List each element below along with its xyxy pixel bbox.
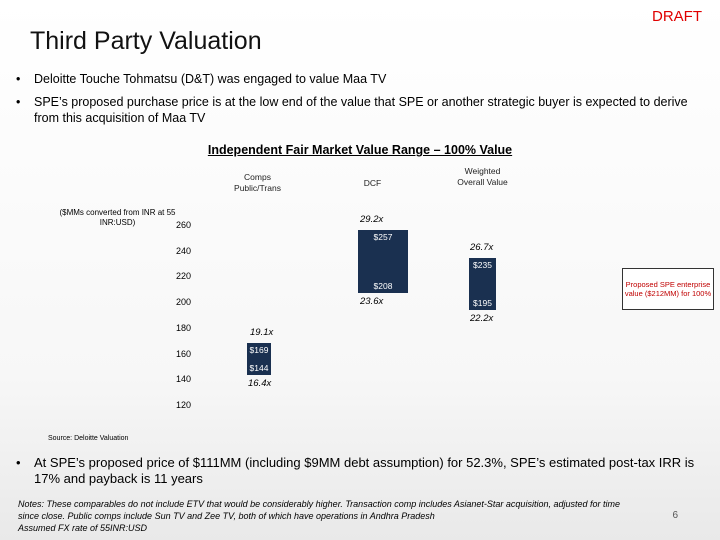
unit-label: ($MMs converted from INR at 55 INR:USD) [59, 208, 176, 227]
note-line: Assumed FX rate of 55INR:USD [18, 523, 148, 533]
y-tick-label: 180 [176, 322, 192, 333]
bar-value-label: $235 [473, 260, 492, 271]
notes: Notes: These comparables do not include … [18, 498, 698, 534]
bullet-dot: • [16, 95, 21, 109]
y-tick-label: 200 [176, 297, 192, 308]
range-bar [247, 343, 271, 376]
y-tick-label: 120 [176, 400, 192, 410]
proposed-value-callout: Proposed SPE enterprise value ($212MM) f… [622, 268, 714, 310]
range-bar [358, 229, 408, 293]
multiple-label: 23.6x [360, 295, 384, 307]
bullet-text: Deloitte Touche Tohmatsu (D&T) was engag… [34, 72, 387, 86]
column-header-weighted: Weighted Overall Value [457, 166, 508, 187]
y-tick-label: 220 [176, 271, 192, 282]
bullet-text: At SPE’s proposed price of $111MM (inclu… [34, 455, 695, 486]
bar-value-label: $169 [249, 345, 269, 355]
column-header-dcf: DCF [363, 178, 382, 188]
bar-value-label: $195 [473, 297, 492, 308]
y-tick-label: 240 [176, 245, 192, 256]
bullet-dot: • [16, 72, 21, 86]
y-tick-label: 160 [176, 348, 192, 359]
range-bar [469, 258, 496, 310]
bullet-text: SPE’s proposed purchase price is at the … [34, 95, 688, 125]
multiple-label: 16.4x [248, 378, 272, 390]
bar-value-label: $208 [373, 280, 393, 291]
bullet-item: • SPE’s proposed purchase price is at th… [16, 94, 706, 126]
bullet-item: • At SPE’s proposed price of $111MM (inc… [16, 455, 706, 487]
bullet-dot: • [16, 455, 21, 470]
y-tick-label: 260 [176, 220, 192, 230]
note-line: Notes: These comparables do not include … [18, 499, 620, 509]
bar-value-label: $257 [373, 231, 393, 242]
page-number: 6 [672, 510, 678, 521]
multiple-label: 29.2x [360, 213, 384, 225]
callout-text: Proposed SPE enterprise value ($212MM) f… [624, 279, 712, 299]
bar-value-label: $144 [249, 363, 269, 374]
draft-label: DRAFT [652, 8, 702, 25]
page-title: Third Party Valuation [30, 27, 262, 55]
bullet-item: • Deloitte Touche Tohmatsu (D&T) was eng… [16, 71, 706, 87]
multiple-label: 19.1x [250, 327, 274, 338]
multiple-label: 26.7x [470, 242, 494, 254]
column-header-comps: Comps Public/Trans [234, 172, 281, 193]
y-tick-label: 140 [176, 374, 192, 385]
chart-title: Independent Fair Market Value Range – 10… [207, 143, 513, 157]
note-line: since close. Public comps include Sun TV… [18, 511, 435, 521]
source-note: Source: Deloitte Valuation [48, 435, 129, 442]
multiple-label: 22.2x [470, 312, 494, 324]
